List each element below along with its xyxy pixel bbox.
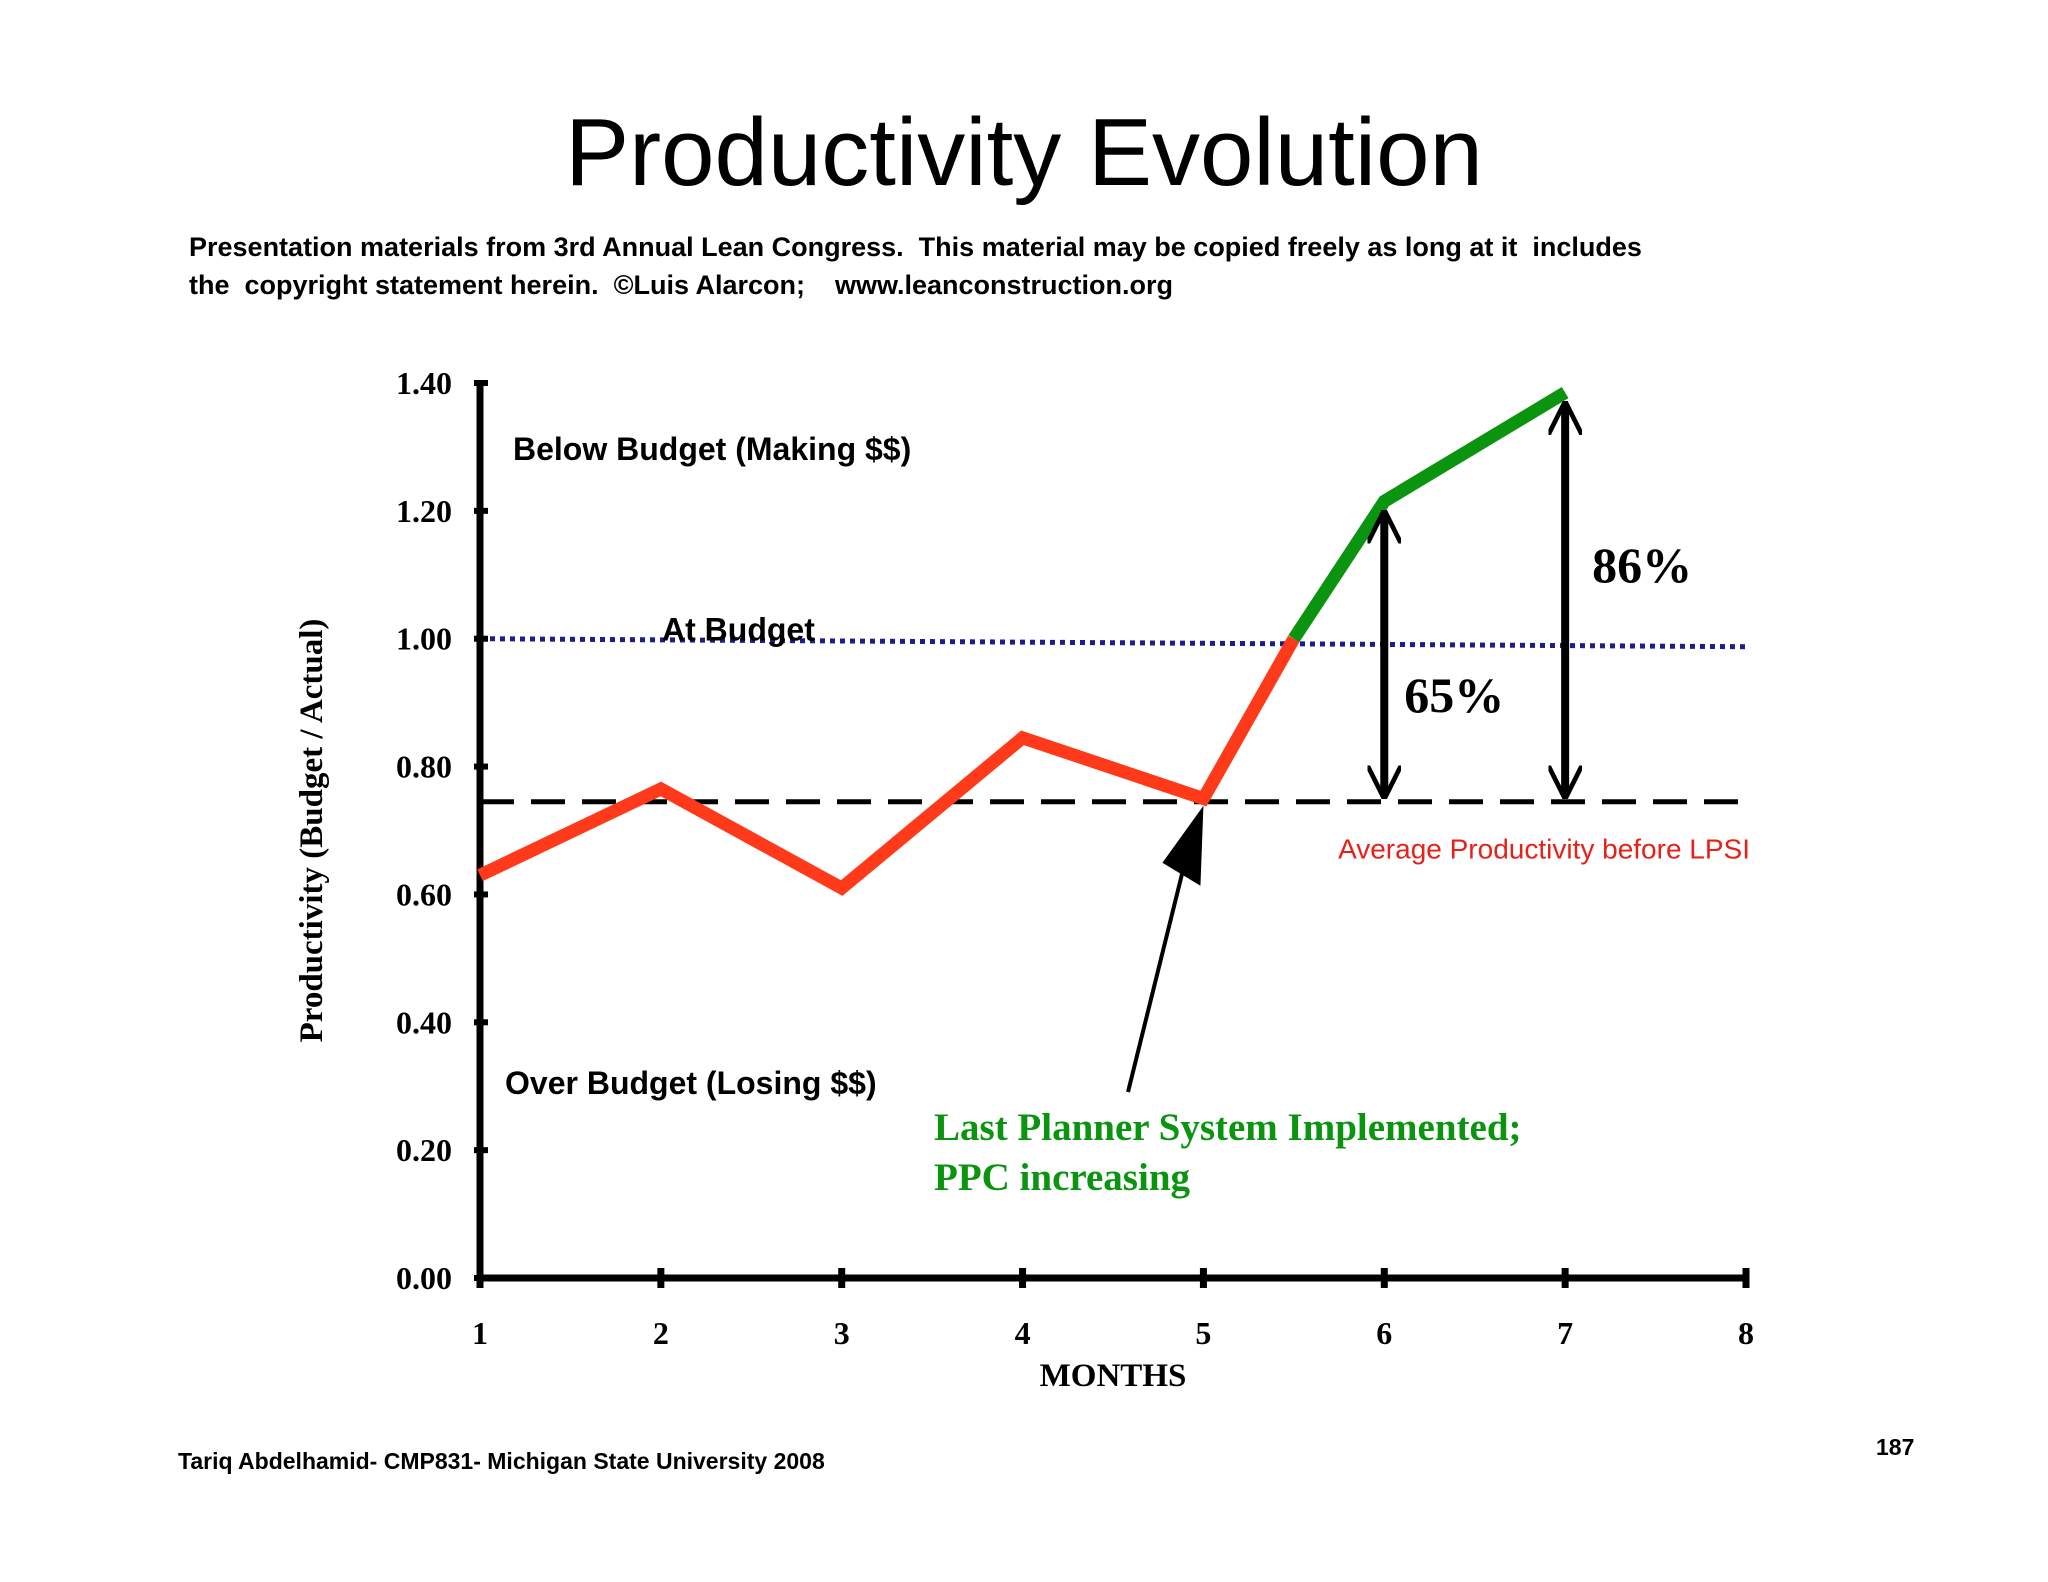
x-axis-title: MONTHS (1040, 1358, 1187, 1394)
page-number: 187 (1876, 1434, 1915, 1460)
data-series (477, 387, 1569, 896)
annotation-line-1: Last Planner System Implemented; (934, 1106, 1522, 1149)
y-tick-label: 0.40 (396, 1004, 452, 1040)
copyright-line-1: Presentation materials from 3rd Annual L… (189, 232, 1642, 262)
y-tick-label: 0.60 (396, 876, 452, 912)
x-tick-label: 6 (1376, 1315, 1392, 1351)
y-tick-label: 0.20 (396, 1132, 452, 1168)
region-label-below: Over Budget (Losing $$) (505, 1065, 877, 1101)
chart-labels: Below Budget (Making $$) Over Budget (Los… (505, 405, 1750, 1199)
at-budget-line (479, 636, 1747, 650)
copyright-notice: Presentation materials from 3rd Annual L… (189, 228, 1909, 304)
y-tick-label: 1.20 (396, 493, 452, 529)
average-productivity-label: Average Productivity before LPSI (1338, 834, 1750, 865)
annotation-arrow-shaft (1126, 869, 1185, 1093)
y-tick-label: 0.00 (396, 1260, 452, 1296)
x-tick-label: 5 (1195, 1315, 1211, 1351)
at-budget-label: At Budget (662, 612, 815, 648)
improvement-label-86: 86% (1592, 537, 1692, 593)
axes: 0.00 0.20 0.40 0.60 0.80 1.00 1.20 1.40 1 2 3 4 5 6 7 8… (294, 365, 1754, 1394)
copyright-line-2: the copyright statement herein. ©Luis Al… (189, 270, 1174, 300)
series-line-after (1288, 387, 1569, 643)
footer-credit: Tariq Abdelhamid- CMP831- Michigan State… (178, 1448, 825, 1474)
region-label-above: Below Budget (Making $$) (513, 431, 911, 467)
improvement-label-65: 65% (1404, 667, 1504, 723)
x-tick-label: 7 (1557, 1315, 1573, 1351)
series-line-before (477, 635, 1300, 896)
x-tick-label: 4 (1015, 1315, 1031, 1351)
x-tick-label: 8 (1738, 1315, 1754, 1351)
annotation-arrow-head (1162, 805, 1204, 886)
x-tick-label: 1 (472, 1315, 488, 1351)
reference-lines (479, 636, 1747, 805)
page-title: Productivity Evolution (565, 99, 1483, 206)
y-tick-label: 1.40 (396, 365, 452, 401)
x-tick-label: 2 (653, 1315, 669, 1351)
y-tick-label: 0.80 (396, 749, 452, 785)
y-tick-label: 1.00 (396, 621, 452, 657)
annotation-line-2: PPC increasing (934, 1156, 1191, 1199)
x-tick-label: 3 (834, 1315, 850, 1351)
y-axis-title: Productivity (Budget / Actual) (294, 619, 330, 1043)
